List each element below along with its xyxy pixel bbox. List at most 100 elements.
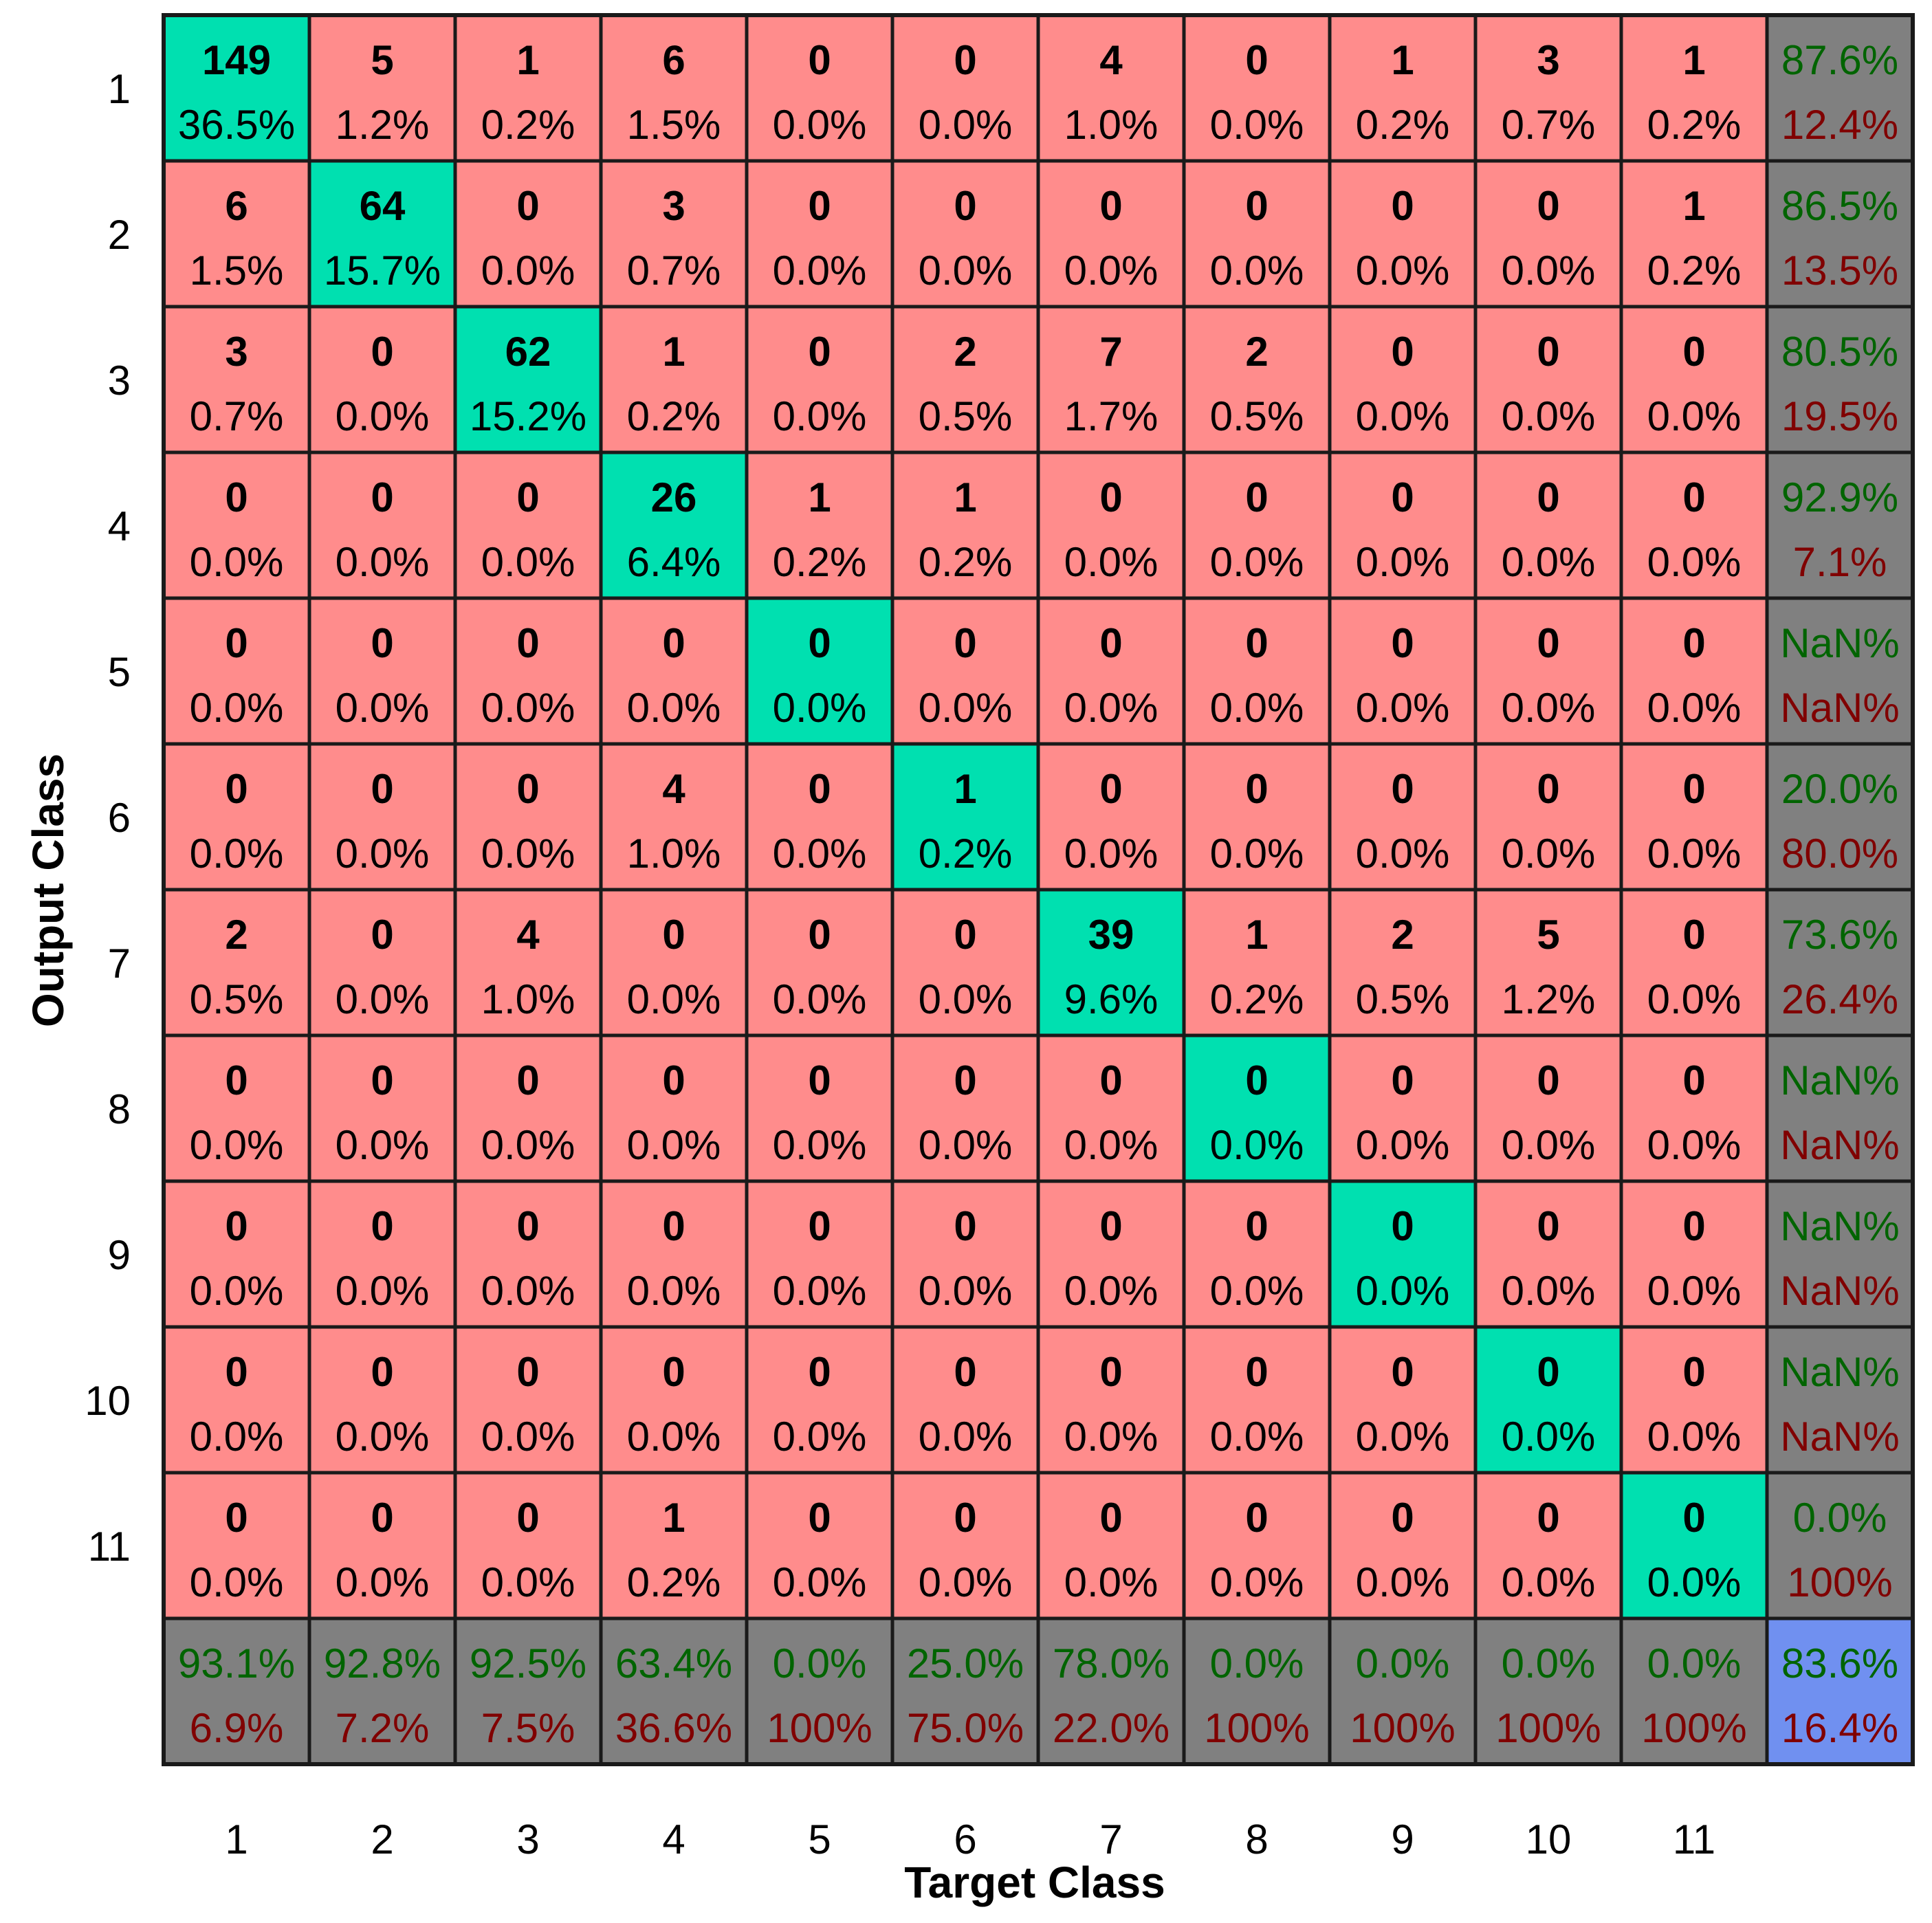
cell-r3-c3: 62 15.2% xyxy=(453,305,603,454)
cell-r3-c2-box xyxy=(307,305,457,454)
row-summary-4-bottom: 7.1% xyxy=(1793,539,1887,585)
cell-r5-c4-box xyxy=(599,596,749,746)
cell-r5-c6: 0 0.0% xyxy=(890,596,1040,746)
row-summary-1: 87.6% 12.4% xyxy=(1765,13,1915,163)
cell-r8-c1-box xyxy=(162,1033,311,1183)
cell-r1-c1: 149 36.5% xyxy=(162,13,311,163)
cell-r9-c8: 0 0.0% xyxy=(1182,1179,1332,1329)
row-summary-8-top: NaN% xyxy=(1780,1057,1899,1103)
row-summary-10: NaN% NaN% xyxy=(1765,1325,1915,1475)
cell-r10-c1: 0 0.0% xyxy=(162,1325,311,1475)
cell-r5-c4-top: 0 xyxy=(662,620,685,666)
cell-r10-c5-bottom: 0.0% xyxy=(773,1414,867,1460)
column-summary-11-bottom: 100% xyxy=(1641,1705,1746,1751)
cell-r7-c2-bottom: 0.0% xyxy=(336,976,430,1022)
cell-r11-c10-top: 0 xyxy=(1537,1495,1559,1541)
cell-r3-c1-top: 3 xyxy=(225,329,248,375)
cell-r9-c3-top: 0 xyxy=(516,1203,539,1249)
cell-r7-c5: 0 0.0% xyxy=(745,888,894,1037)
cell-r3-c5-bottom: 0.0% xyxy=(773,393,867,439)
cell-r9-c6-top: 0 xyxy=(954,1203,976,1249)
cell-r6-c4-top: 4 xyxy=(662,766,685,812)
cell-r1-c9-top: 1 xyxy=(1391,37,1414,83)
cell-r3-c10-bottom: 0.0% xyxy=(1502,393,1596,439)
column-summary-2-bottom: 7.2% xyxy=(336,1705,430,1751)
row-summary-8-box xyxy=(1765,1033,1915,1183)
cell-r1-c7: 4 1.0% xyxy=(1036,13,1186,163)
column-summary-4-top: 63.4% xyxy=(615,1640,732,1686)
cell-r8-c10-top: 0 xyxy=(1537,1057,1559,1103)
cell-r7-c10-box xyxy=(1473,888,1623,1037)
cell-r10-c3-top: 0 xyxy=(516,1349,539,1395)
column-summary-3: 92.5% 7.5% xyxy=(453,1616,603,1766)
cell-r8-c11: 0 0.0% xyxy=(1619,1033,1769,1183)
cell-r8-c6: 0 0.0% xyxy=(890,1033,1040,1183)
y-tick-label-8: 8 xyxy=(108,1086,131,1132)
cell-r11-c4-top: 1 xyxy=(662,1495,685,1541)
cell-r4-c6: 1 0.2% xyxy=(890,450,1040,600)
row-summary-5-top: NaN% xyxy=(1780,620,1899,666)
cell-r2-c10-top: 0 xyxy=(1537,183,1559,229)
x-tick-label-4: 4 xyxy=(662,1816,685,1862)
cell-r5-c11-bottom: 0.0% xyxy=(1647,685,1742,731)
cell-r2-c2-box xyxy=(307,159,457,309)
cell-r3-c7-box xyxy=(1036,305,1186,454)
cell-r11-c7-box xyxy=(1036,1471,1186,1620)
cell-r4-c10-bottom: 0.0% xyxy=(1502,539,1596,585)
cell-r1-c2-bottom: 1.2% xyxy=(336,102,430,148)
row-summary-11-bottom: 100% xyxy=(1787,1559,1892,1605)
cell-r4-c2-top: 0 xyxy=(371,474,393,520)
cell-r10-c11-bottom: 0.0% xyxy=(1647,1414,1742,1460)
cell-r11-c11: 0 0.0% xyxy=(1619,1471,1769,1620)
cell-r4-c5: 1 0.2% xyxy=(745,450,894,600)
cell-r9-c11: 0 0.0% xyxy=(1619,1179,1769,1329)
cell-r1-c8: 0 0.0% xyxy=(1182,13,1332,163)
cell-r4-c4-top: 26 xyxy=(651,474,697,520)
cell-r6-c11-bottom: 0.0% xyxy=(1647,831,1742,877)
cell-r9-c11-bottom: 0.0% xyxy=(1647,1268,1742,1314)
cell-r1-c8-bottom: 0.0% xyxy=(1210,102,1304,148)
cell-r8-c9-box xyxy=(1328,1033,1478,1183)
row-summary-2: 86.5% 13.5% xyxy=(1765,159,1915,309)
cell-r8-c6-top: 0 xyxy=(954,1057,976,1103)
x-axis-label: Target Class xyxy=(904,1858,1165,1907)
cell-r5-c7-bottom: 0.0% xyxy=(1064,685,1159,731)
cell-r6-c9: 0 0.0% xyxy=(1328,742,1478,892)
cell-r3-c6: 2 0.5% xyxy=(890,305,1040,454)
cell-r2-c11-bottom: 0.2% xyxy=(1647,248,1742,294)
row-summary-4-box xyxy=(1765,450,1915,600)
y-tick-label-2: 2 xyxy=(108,212,131,258)
row-summary-6: 20.0% 80.0% xyxy=(1765,742,1915,892)
cell-r8-c9-bottom: 0.0% xyxy=(1356,1122,1450,1168)
cell-r3-c2-bottom: 0.0% xyxy=(336,393,430,439)
cell-r9-c4-top: 0 xyxy=(662,1203,685,1249)
cell-r8-c9: 0 0.0% xyxy=(1328,1033,1478,1183)
column-summary-5-top: 0.0% xyxy=(773,1640,867,1686)
cell-r10-c10: 0 0.0% xyxy=(1473,1325,1623,1475)
cell-r11-c11-bottom: 0.0% xyxy=(1647,1559,1742,1605)
cell-r9-c5-box xyxy=(745,1179,894,1329)
cell-r9-c9-top: 0 xyxy=(1391,1203,1414,1249)
cell-r9-c7-box xyxy=(1036,1179,1186,1329)
cell-r4-c6-bottom: 0.2% xyxy=(919,539,1013,585)
y-tick-label-3: 3 xyxy=(108,358,131,404)
cell-r11-c6-top: 0 xyxy=(954,1495,976,1541)
cell-r4-c11-top: 0 xyxy=(1682,474,1705,520)
cell-r11-c8-bottom: 0.0% xyxy=(1210,1559,1304,1605)
cell-r2-c4: 3 0.7% xyxy=(599,159,749,309)
x-tick-label-1: 1 xyxy=(225,1816,248,1862)
cell-r3-c7: 7 1.7% xyxy=(1036,305,1186,454)
cell-r10-c5-box xyxy=(745,1325,894,1475)
column-summary-6-top: 25.0% xyxy=(907,1640,1024,1686)
row-summary-6-bottom: 80.0% xyxy=(1781,831,1898,877)
cell-r10-c3-bottom: 0.0% xyxy=(481,1414,575,1460)
cell-r7-c1-top: 2 xyxy=(225,912,248,958)
cell-r2-c2-top: 64 xyxy=(360,183,406,229)
cell-r2-c11: 1 0.2% xyxy=(1619,159,1769,309)
row-summary-10-top: NaN% xyxy=(1780,1349,1899,1395)
cell-r7-c10-top: 5 xyxy=(1537,912,1559,958)
cell-r4-c3-top: 0 xyxy=(516,474,539,520)
cell-r4-c10-top: 0 xyxy=(1537,474,1559,520)
cell-r11-c5-bottom: 0.0% xyxy=(773,1559,867,1605)
